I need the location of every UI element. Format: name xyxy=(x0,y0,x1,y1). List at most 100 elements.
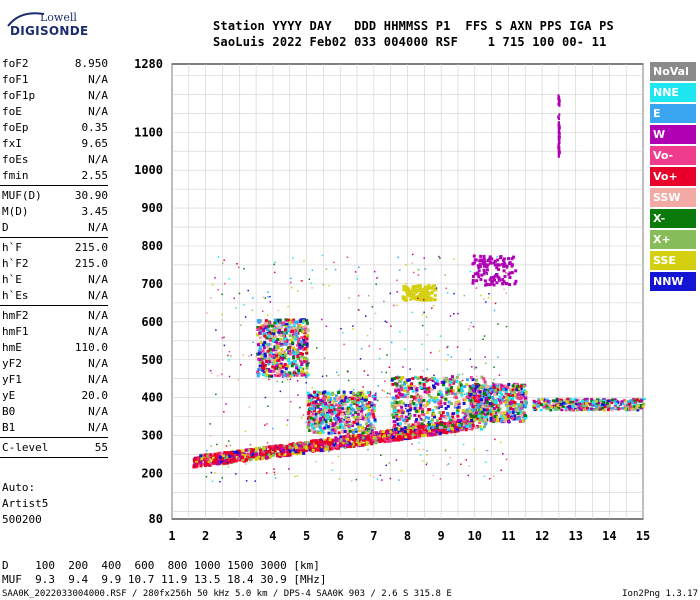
echo-point xyxy=(424,425,428,429)
echo-point xyxy=(457,388,461,392)
echo-point xyxy=(292,354,296,358)
echo-point xyxy=(558,150,561,154)
echo-point xyxy=(482,254,486,258)
echo-point xyxy=(305,319,309,323)
echo-point xyxy=(519,419,523,423)
echo-point xyxy=(293,347,297,351)
echo-point xyxy=(283,337,287,341)
echo-point xyxy=(373,419,377,423)
echo-point xyxy=(447,391,451,395)
echo-point xyxy=(321,404,325,408)
echo-point xyxy=(609,407,613,410)
echo-point xyxy=(372,432,376,436)
echo-point xyxy=(354,429,358,433)
echo-point xyxy=(404,380,408,384)
echo-point xyxy=(314,416,318,420)
echo-point xyxy=(348,297,350,299)
echo-point xyxy=(267,362,271,366)
echo-point xyxy=(437,421,441,425)
echo-point xyxy=(256,328,260,332)
echo-point xyxy=(361,404,365,408)
echo-point xyxy=(303,441,307,445)
echo-point xyxy=(266,314,269,317)
echo-point xyxy=(352,325,354,327)
echo-point xyxy=(321,254,324,257)
echo-point xyxy=(275,364,279,368)
echo-point xyxy=(302,328,305,330)
echo-point xyxy=(311,409,315,413)
param-row: h`Es N/A xyxy=(0,288,110,304)
echo-point xyxy=(343,398,347,402)
echo-point xyxy=(467,414,471,418)
echo-point xyxy=(457,384,461,388)
echo-point xyxy=(235,473,237,475)
echo-point xyxy=(476,405,480,409)
y-tick-label: 300 xyxy=(141,429,163,443)
echo-point xyxy=(314,444,318,448)
echo-point xyxy=(376,277,378,279)
echo-point xyxy=(387,433,391,437)
echo-point xyxy=(320,448,324,452)
echo-point xyxy=(509,400,513,404)
echo-point xyxy=(243,268,245,270)
echo-point xyxy=(463,419,467,423)
auto-line: Auto: xyxy=(2,481,36,494)
echo-point xyxy=(371,306,374,308)
echo-point xyxy=(278,452,282,456)
param-row: D N/A xyxy=(0,220,110,236)
echo-point xyxy=(258,452,262,456)
echo-point xyxy=(271,348,275,352)
echo-point xyxy=(417,274,420,276)
echo-point xyxy=(416,435,420,439)
param-label: hmF2 xyxy=(2,309,29,322)
echo-point xyxy=(424,298,428,302)
echo-point xyxy=(296,351,300,355)
echo-point xyxy=(407,384,411,388)
x-tick-label: 4 xyxy=(269,529,276,543)
echo-point xyxy=(456,409,460,413)
echo-point xyxy=(492,383,496,387)
echo-point xyxy=(411,403,413,406)
echo-point xyxy=(356,399,360,403)
echo-point xyxy=(324,401,328,405)
echo-point xyxy=(488,261,492,265)
echo-point xyxy=(595,400,599,404)
echo-point xyxy=(522,384,526,388)
echo-point xyxy=(335,371,338,374)
echo-point xyxy=(400,415,404,419)
echo-point xyxy=(413,413,417,417)
echo-point xyxy=(261,457,265,461)
echo-point xyxy=(482,384,486,388)
x-tick-label: 15 xyxy=(636,529,650,543)
echo-point xyxy=(363,398,367,402)
echo-point xyxy=(426,368,428,371)
echo-point xyxy=(296,475,299,477)
echo-point xyxy=(430,388,434,392)
echo-point xyxy=(574,402,578,406)
echo-point xyxy=(203,461,207,465)
echo-point xyxy=(545,405,549,409)
echo-point xyxy=(239,364,242,366)
echo-point xyxy=(407,378,411,382)
echo-point xyxy=(291,451,295,455)
echo-point xyxy=(357,309,360,311)
echo-point xyxy=(342,435,346,439)
echo-point xyxy=(478,390,482,394)
x-tick-label: 13 xyxy=(568,529,582,543)
echo-point xyxy=(305,366,309,370)
echo-point xyxy=(606,405,610,408)
echo-point xyxy=(251,448,255,452)
echo-point xyxy=(488,387,492,391)
echo-point xyxy=(475,287,478,289)
echo-point xyxy=(305,321,309,325)
echo-point xyxy=(283,351,287,355)
echo-point xyxy=(376,435,380,439)
legend: NoVal NNE E W Vo- Vo+ SSW X- X+ SSE NNW xyxy=(650,62,696,293)
echo-point xyxy=(430,351,432,354)
echo-point xyxy=(482,419,486,423)
echo-point xyxy=(501,258,505,262)
echo-point xyxy=(444,397,448,401)
echo-point xyxy=(355,434,358,437)
echo-point xyxy=(505,272,507,274)
param-label: yF2 xyxy=(2,357,22,370)
